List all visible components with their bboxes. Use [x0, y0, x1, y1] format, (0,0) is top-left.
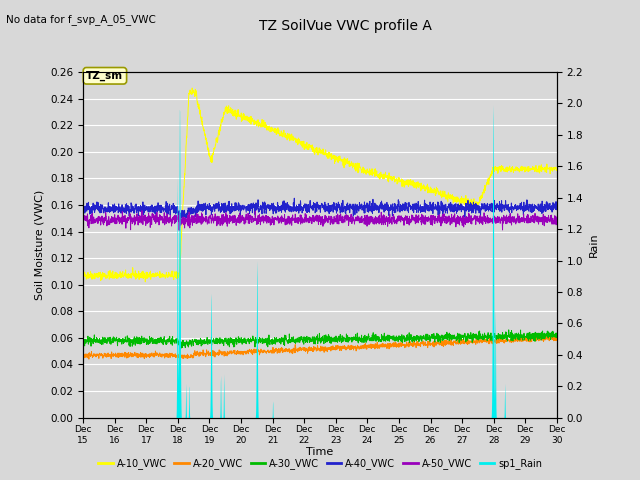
X-axis label: Time: Time: [307, 447, 333, 457]
Text: TZ_sm: TZ_sm: [86, 71, 124, 81]
Y-axis label: Soil Moisture (VWC): Soil Moisture (VWC): [35, 190, 45, 300]
Y-axis label: Rain: Rain: [589, 232, 598, 257]
Legend: A-10_VWC, A-20_VWC, A-30_VWC, A-40_VWC, A-50_VWC, sp1_Rain: A-10_VWC, A-20_VWC, A-30_VWC, A-40_VWC, …: [94, 454, 546, 473]
Text: No data for f_svp_A_05_VWC: No data for f_svp_A_05_VWC: [6, 14, 156, 25]
Text: TZ SoilVue VWC profile A: TZ SoilVue VWC profile A: [259, 19, 432, 33]
